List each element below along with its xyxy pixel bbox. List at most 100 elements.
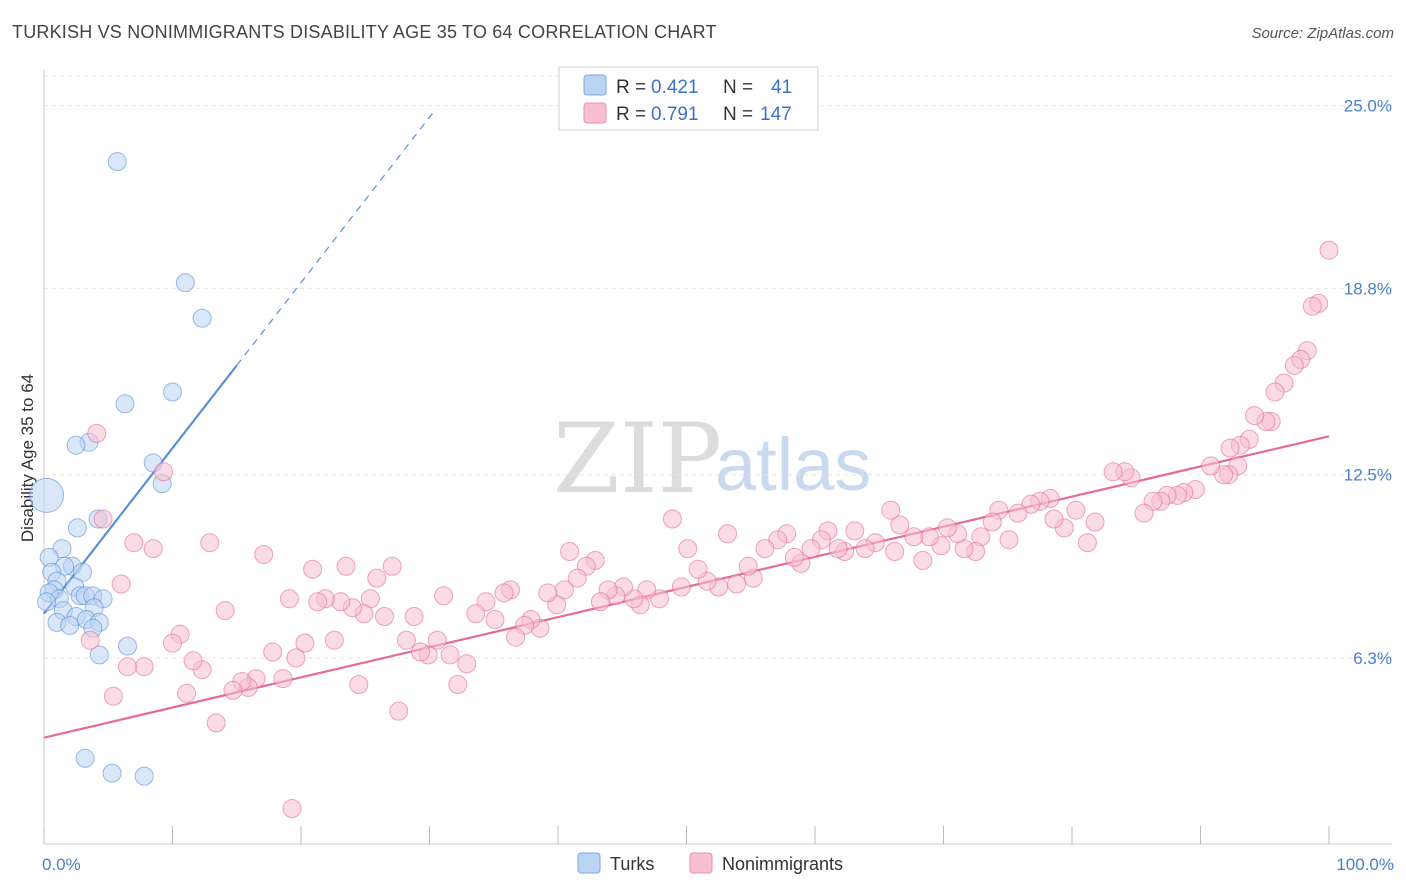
nonimmigrants-point xyxy=(1265,382,1285,402)
nonimmigrants-point xyxy=(1008,503,1028,523)
y-tick-label: 12.5% xyxy=(1344,466,1392,485)
nonimmigrants-point xyxy=(1220,438,1240,458)
nonimmigrants-point xyxy=(1134,503,1154,523)
nonimmigrants-point xyxy=(567,568,587,588)
nonimmigrants-n-value: 147 xyxy=(760,104,792,125)
turks-point xyxy=(75,748,95,768)
turks-point xyxy=(175,273,195,293)
nonimmigrants-point xyxy=(154,462,173,482)
turks-point xyxy=(163,382,182,402)
nonimmigrants-point xyxy=(506,627,526,647)
nonimmigrants-point xyxy=(215,601,235,621)
nonimmigrants-point xyxy=(411,642,430,662)
nonimmigrants-r-value: 0.791 xyxy=(651,104,699,125)
nonimmigrants-point xyxy=(382,556,402,576)
nonimmigrants-point xyxy=(404,607,424,626)
nonimmigrants-point xyxy=(440,645,460,665)
nonimmigrants-point xyxy=(718,524,738,544)
nonimmigrants-point xyxy=(590,592,610,612)
nonimmigrants-series-label: Nonimmigrants xyxy=(722,854,843,874)
turks-point xyxy=(107,152,127,172)
nonimmigrants-point xyxy=(303,559,323,579)
x-axis-ticks xyxy=(43,826,1330,844)
nonimmigrants-n-label: N = xyxy=(723,104,753,125)
nonimmigrants-point xyxy=(784,547,804,567)
nonimmigrants-point xyxy=(755,539,775,559)
turks-point xyxy=(73,562,92,582)
turks-legend-swatch xyxy=(583,74,607,96)
nonimmigrants-point xyxy=(331,592,351,612)
nonimmigrants-point xyxy=(134,657,154,677)
nonimmigrants-point xyxy=(688,559,708,579)
watermark-atlas: atlas xyxy=(715,423,871,506)
nonimmigrants-point xyxy=(881,500,901,520)
chart-title: TURKISH VS NONIMMIGRANTS DISABILITY AGE … xyxy=(12,22,717,42)
nonimmigrants-point xyxy=(1044,509,1064,529)
nonimmigrants-point xyxy=(913,550,933,570)
nonimmigrants-point xyxy=(662,509,682,529)
nonimmigrants-point xyxy=(223,680,243,700)
nonimmigrants-point xyxy=(937,518,957,538)
nonimmigrants-point xyxy=(111,574,131,594)
turks-point xyxy=(66,435,86,455)
nonimmigrants-point xyxy=(93,509,113,529)
nonimmigrants-point xyxy=(1245,406,1264,426)
turks-point xyxy=(60,615,80,635)
nonimmigrants-point xyxy=(87,423,107,443)
nonimmigrants-point xyxy=(855,539,875,559)
nonimmigrants-point xyxy=(143,539,163,559)
nonimmigrants-point xyxy=(727,574,747,594)
nonimmigrants-point xyxy=(1319,240,1339,260)
nonimmigrants-point xyxy=(349,675,369,694)
nonimmigrants-r-label: R = xyxy=(616,104,646,125)
nonimmigrants-point xyxy=(485,610,505,629)
turks-r-value: 0.421 xyxy=(651,77,699,98)
nonimmigrants-point xyxy=(80,630,100,650)
nonimmigrants-point xyxy=(466,604,486,624)
nonimmigrants-point xyxy=(904,527,924,547)
nonimmigrants-point xyxy=(295,633,315,653)
nonimmigrants-point xyxy=(389,701,409,721)
nonimmigrants-point xyxy=(103,686,123,706)
nonimmigrants-point xyxy=(1066,500,1086,520)
source-credit: Source: ZipAtlas.com xyxy=(1251,25,1394,42)
nonimmigrants-point xyxy=(999,530,1019,550)
nonimmigrants-point xyxy=(1103,462,1123,482)
turks-point xyxy=(192,308,212,328)
nonimmigrants-point xyxy=(163,633,182,653)
stats-legend: R = 0.421 N = 41 R = 0.791 N = 147 xyxy=(558,66,819,131)
nonimmigrants-point xyxy=(1077,533,1097,553)
turks-point xyxy=(67,518,87,538)
nonimmigrants-point xyxy=(982,512,1002,532)
turks-n-value: 41 xyxy=(771,77,792,98)
turks-point xyxy=(118,636,137,656)
nonimmigrants-point xyxy=(200,533,220,553)
nonimmigrants-point xyxy=(885,542,905,561)
nonimmigrants-series-swatch xyxy=(689,852,713,874)
turks-series-swatch xyxy=(577,852,601,874)
y-tick-label: 6.3% xyxy=(1353,649,1392,668)
x-tick-label: 100.0% xyxy=(1336,855,1394,874)
nonimmigrants-point xyxy=(396,630,416,650)
y-axis-tick-labels: 6.3% 12.5% 18.8% 25.0% xyxy=(1344,96,1392,667)
data-points xyxy=(29,152,1339,818)
nonimmigrants-legend-swatch xyxy=(583,102,607,124)
turks-r-label: R = xyxy=(616,77,646,98)
nonimmigrants-point xyxy=(124,533,144,553)
nonimmigrants-point xyxy=(738,556,758,576)
gridlines xyxy=(44,75,1392,659)
turks-series-label: Turks xyxy=(610,854,654,874)
series-legend: Turks Nonimmigrants xyxy=(577,852,843,874)
trend-extension-0 xyxy=(236,108,437,366)
nonimmigrants-point xyxy=(1302,296,1322,316)
x-tick-label: 0.0% xyxy=(42,855,81,874)
nonimmigrants-point xyxy=(324,630,344,650)
nonimmigrants-point xyxy=(254,545,274,564)
nonimmigrants-point xyxy=(457,654,477,674)
turks-n-label: N = xyxy=(723,77,753,98)
nonimmigrants-point xyxy=(263,642,283,662)
turks-point xyxy=(102,763,122,783)
nonimmigrants-point xyxy=(1201,456,1221,476)
nonimmigrants-point xyxy=(1284,355,1304,375)
nonimmigrants-point xyxy=(279,589,299,609)
